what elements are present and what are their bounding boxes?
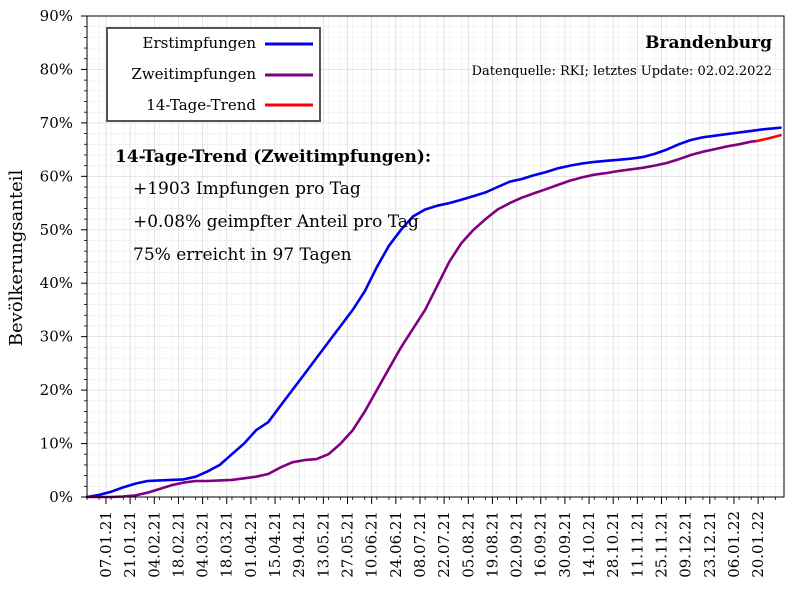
x-tick-label: 04.02.21 [145, 511, 163, 578]
chart-title: Brandenburg [645, 33, 772, 53]
x-tick-label: 14.10.21 [580, 511, 598, 578]
x-tick-label: 01.04.21 [242, 511, 260, 578]
x-tick-label: 15.04.21 [266, 511, 284, 578]
legend-label-erstimpfungen: Erstimpfungen [143, 34, 257, 52]
y-tick-label: 70% [40, 114, 73, 132]
legend-label-zweitimpfungen: Zweitimpfungen [131, 65, 256, 83]
x-tick-label: 18.02.21 [169, 511, 187, 578]
x-tick-label: 09.12.21 [677, 511, 695, 578]
x-tick-label: 22.07.21 [435, 511, 453, 578]
annotation-heading: 14-Tage-Trend (Zweitimpfungen): [115, 147, 431, 167]
y-axis-label: Bevölkerungsanteil [6, 170, 27, 347]
x-tick-label: 16.09.21 [532, 511, 550, 578]
y-tick-label: 80% [40, 60, 73, 78]
x-tick-label: 29.04.21 [290, 511, 308, 578]
annotation-line-2: +0.08% geimpfter Anteil pro Tag [133, 212, 419, 232]
y-tick-label: 40% [40, 274, 73, 292]
series-line-14-tage-trend [755, 133, 782, 143]
x-tick-label: 13.05.21 [314, 511, 332, 578]
x-tick-label: 11.11.21 [628, 511, 646, 578]
x-tick-label: 24.06.21 [387, 511, 405, 578]
axes: 0% 10% 20% 30% 40% 50% 60% 70% 80% 90% 07.01.21 21.… [40, 7, 776, 578]
x-tick-label: 02.09.21 [508, 511, 526, 578]
y-tick-label: 10% [40, 435, 73, 453]
x-tick-label: 04.03.21 [194, 511, 212, 578]
x-tick-label: 07.01.21 [97, 511, 115, 578]
y-tick-label: 60% [40, 167, 73, 185]
annotation-line-3: 75% erreicht in 97 Tagen [133, 245, 352, 265]
x-tick-label: 23.12.21 [701, 511, 719, 578]
x-tick-label: 08.07.21 [411, 511, 429, 578]
y-tick-label: 90% [40, 7, 73, 25]
x-tick-label: 21.01.21 [121, 511, 139, 578]
series-line-erstimpfungen [85, 126, 782, 499]
y-tick-label: 30% [40, 328, 73, 346]
legend: Erstimpfungen Zweitimpfungen 14-Tage-Tre… [106, 27, 321, 122]
series-line-zweitimpfungen [85, 139, 758, 499]
chart-subtitle: Datenquelle: RKI; letztes Update: 02.02.… [472, 64, 772, 79]
x-tick-label: 06.01.22 [725, 511, 743, 578]
y-tick-label: 0% [49, 488, 73, 506]
annotation-line-1: +1903 Impfungen pro Tag [133, 179, 361, 199]
y-tick-label: 20% [40, 381, 73, 399]
x-tick-label: 19.08.21 [483, 511, 501, 578]
x-tick-label: 18.03.21 [218, 511, 236, 578]
x-tick-label: 28.10.21 [604, 511, 622, 578]
x-tick-label: 05.08.21 [459, 511, 477, 578]
trend-annotation: 14-Tage-Trend (Zweitimpfungen): +1903 Im… [115, 147, 431, 265]
x-tick-label: 10.06.21 [363, 511, 381, 578]
x-tick-label: 30.09.21 [556, 511, 574, 578]
y-tick-label: 50% [40, 221, 73, 239]
x-tick-label: 27.05.21 [339, 511, 357, 578]
x-tick-label: 25.11.21 [653, 511, 671, 578]
series-lines [85, 126, 782, 499]
plot-frame [86, 15, 785, 498]
legend-label-trend: 14-Tage-Trend [146, 96, 256, 114]
x-tick-label: 20.01.22 [749, 511, 767, 578]
